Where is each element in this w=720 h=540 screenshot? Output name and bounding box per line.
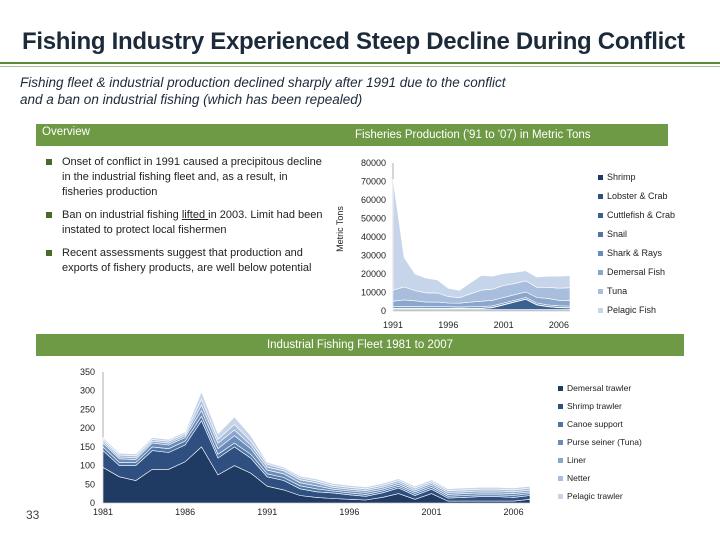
legend-label: Shrimp (607, 172, 636, 182)
legend-swatch (558, 494, 563, 499)
area-series-pelagic-trawler (102, 390, 531, 491)
bullet-item: Onset of conflict in 1991 caused a preci… (46, 155, 326, 200)
legend-label: Tuna (607, 286, 627, 296)
x-tick-label: 1996 (438, 320, 458, 330)
legend-swatch (598, 251, 603, 256)
legend-label: Pelagic Fish (607, 305, 656, 315)
legend-swatch (598, 308, 603, 313)
fleet-chart-title: Industrial Fishing Fleet 1981 to 2007 (36, 334, 684, 356)
page-number: 33 (26, 508, 40, 522)
overview-header-bar: Overview (36, 124, 668, 146)
y-tick-label: 300 (80, 386, 95, 396)
y-tick-label: 70000 (361, 177, 386, 187)
y-tick-label: 50000 (361, 214, 386, 224)
legend-swatch (558, 404, 563, 409)
slide-subtitle: Fishing fleet & industrial production de… (20, 74, 700, 108)
overview-heading: Overview (42, 126, 90, 138)
x-tick-label: 1986 (175, 507, 195, 517)
y-tick-label: 150 (80, 442, 95, 452)
title-rule (0, 62, 720, 64)
y-axis-title: Metric Tons (335, 206, 345, 252)
production-chart-title: Fisheries Production ('91 to '07) in Met… (355, 129, 591, 141)
legend-label: Pelagic trawler (567, 491, 623, 501)
title-rule-thin (0, 66, 720, 67)
legend-swatch (598, 270, 603, 275)
legend-swatch (598, 289, 603, 294)
legend-swatch (598, 232, 603, 237)
legend-swatch (558, 458, 563, 463)
y-tick-label: 80000 (361, 158, 386, 168)
legend-swatch (558, 440, 563, 445)
area-series-pelagic-fish (392, 179, 571, 299)
x-tick-label: 1991 (257, 507, 277, 517)
overview-bullets: Onset of conflict in 1991 caused a preci… (46, 155, 326, 284)
x-tick-label: 2006 (549, 320, 569, 330)
bullet-item: Recent assessments suggest that producti… (46, 246, 326, 276)
subtitle-line-2: and a ban on industrial fishing (which h… (20, 92, 363, 107)
bullet-text: Onset of conflict in 1991 caused a preci… (62, 156, 322, 198)
legend-label: Netter (567, 473, 590, 483)
y-tick-label: 60000 (361, 195, 386, 205)
y-tick-label: 20000 (361, 269, 386, 279)
legend-swatch (598, 175, 603, 180)
slide-title: Fishing Industry Experienced Steep Decli… (22, 28, 685, 55)
legend-label: Demersal Fish (607, 267, 665, 277)
legend-label: Lobster & Crab (607, 191, 668, 201)
legend-swatch (558, 476, 563, 481)
y-tick-label: 0 (90, 498, 95, 508)
bullet-text-pre: Ban on industrial fishing (62, 209, 182, 221)
legend-swatch (598, 194, 603, 199)
bullet-text-underlined: lifted (181, 209, 209, 221)
legend-label: Snail (607, 229, 627, 239)
legend-swatch (558, 386, 563, 391)
y-tick-label: 100 (80, 461, 95, 471)
y-tick-label: 200 (80, 423, 95, 433)
x-tick-label: 1991 (383, 320, 403, 330)
y-tick-label: 30000 (361, 251, 386, 261)
y-tick-label: 50 (85, 479, 95, 489)
legend-swatch (558, 422, 563, 427)
legend-label: Canoe support (567, 419, 623, 429)
y-tick-label: 0 (381, 306, 386, 316)
x-tick-label: 1981 (93, 507, 113, 517)
x-tick-label: 2001 (494, 320, 514, 330)
legend-label: Demersal trawler (567, 383, 631, 393)
bullet-text-post: in 2003. Limit had been instated to prot… (62, 209, 323, 236)
y-tick-label: 40000 (361, 232, 386, 242)
legend-label: Shrimp trawler (567, 401, 622, 411)
x-tick-label: 2001 (421, 507, 441, 517)
y-tick-label: 350 (80, 367, 95, 377)
x-tick-label: 2006 (504, 507, 524, 517)
legend-swatch (598, 213, 603, 218)
bullet-text: Recent assessments suggest that producti… (62, 247, 312, 274)
x-tick-label: 1996 (339, 507, 359, 517)
y-tick-label: 10000 (361, 288, 386, 298)
legend-label: Purse seiner (Tuna) (567, 437, 642, 447)
legend-label: Cuttlefish & Crab (607, 210, 675, 220)
legend-label: Liner (567, 455, 586, 465)
legend-label: Shark & Rays (607, 248, 663, 258)
bullet-item: Ban on industrial fishing lifted in 2003… (46, 208, 326, 238)
y-tick-label: 250 (80, 404, 95, 414)
subtitle-line-1: Fishing fleet & industrial production de… (20, 75, 506, 90)
